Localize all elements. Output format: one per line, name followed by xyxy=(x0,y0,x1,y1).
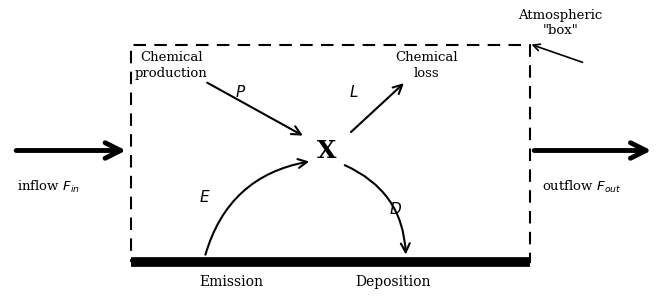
Text: Emission: Emission xyxy=(199,275,264,289)
Text: outflow $F_{out}$: outflow $F_{out}$ xyxy=(542,178,622,195)
Bar xyxy=(131,45,530,262)
Text: Deposition: Deposition xyxy=(355,275,430,289)
Text: Atmospheric
"box": Atmospheric "box" xyxy=(518,9,603,37)
Text: $E$: $E$ xyxy=(199,189,211,205)
Text: Chemical
loss: Chemical loss xyxy=(395,51,458,80)
Text: $P$: $P$ xyxy=(235,84,246,100)
Text: Chemical
production: Chemical production xyxy=(135,51,207,80)
Text: inflow $F_{in}$: inflow $F_{in}$ xyxy=(17,178,80,195)
Text: $D$: $D$ xyxy=(389,201,403,217)
Text: X: X xyxy=(317,138,337,163)
FancyArrowPatch shape xyxy=(345,165,410,252)
FancyArrowPatch shape xyxy=(205,159,307,255)
Text: $L$: $L$ xyxy=(350,84,359,100)
